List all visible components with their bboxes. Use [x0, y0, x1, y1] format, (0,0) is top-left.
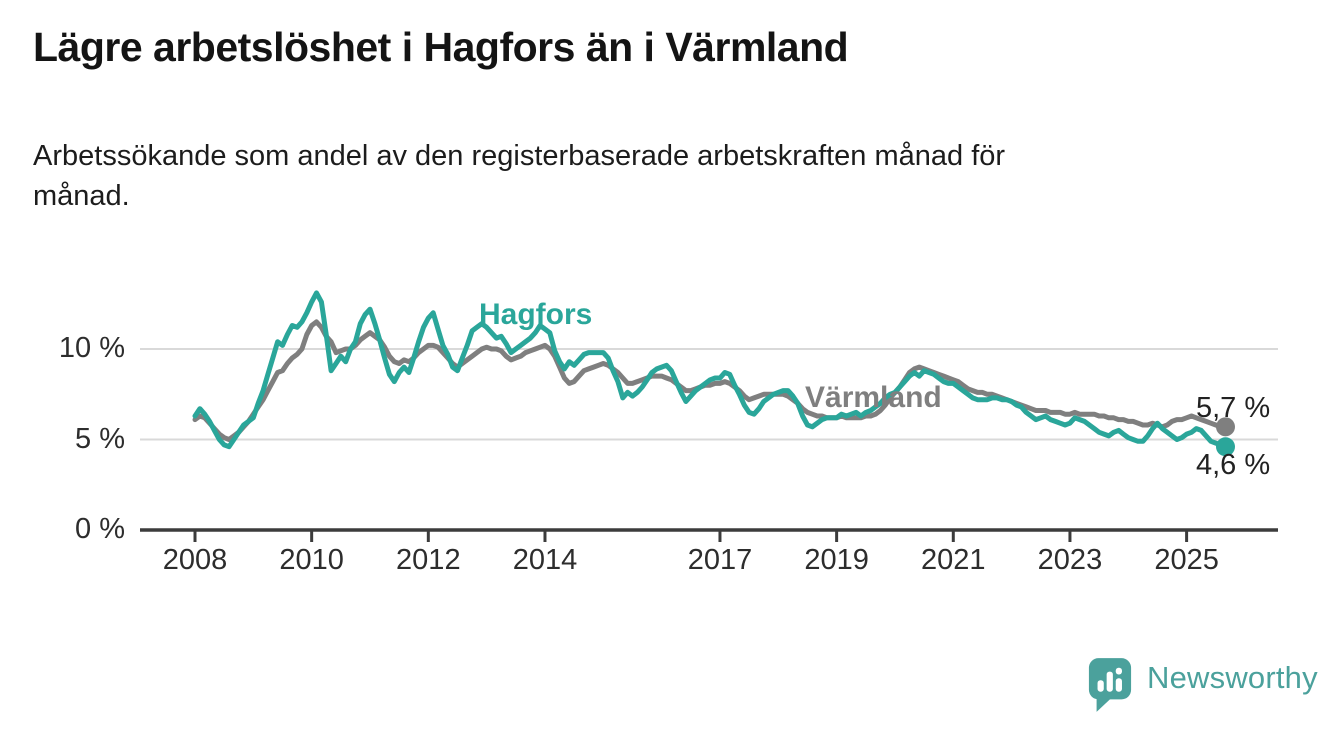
x-tick-label: 2014 — [512, 544, 578, 576]
x-tick-label: 2025 — [1154, 544, 1219, 576]
brand-name: Newsworthy — [1147, 660, 1318, 695]
y-tick-label: 5 % — [75, 422, 125, 455]
newsworthy-logo-icon — [1088, 658, 1132, 712]
page-title: Lägre arbetslöshet i Hagfors än i Värmla… — [33, 24, 849, 70]
series-label-varmland: Värmland — [805, 381, 942, 414]
end-value-varmland: 5,7 % — [1196, 392, 1271, 424]
x-tick-label: 2021 — [921, 544, 986, 576]
chart-subtitle: Arbetssökande som andel av den registerb… — [33, 140, 1006, 213]
x-tick-label: 2017 — [687, 544, 753, 576]
x-tick-label: 2012 — [396, 544, 461, 576]
newsworthy-brand: Newsworthy — [1087, 656, 1318, 712]
x-tick-label: 2023 — [1037, 544, 1103, 576]
end-value-hagfors: 4,6 % — [1196, 449, 1271, 481]
series-label-hagfors: Hagfors — [479, 298, 593, 331]
x-tick-label: 2008 — [162, 544, 228, 576]
y-tick-label: 0 % — [75, 513, 125, 545]
y-tick-label: 10 % — [58, 332, 125, 364]
x-tick-label: 2010 — [279, 544, 344, 576]
x-tick-label: 2019 — [804, 544, 869, 576]
